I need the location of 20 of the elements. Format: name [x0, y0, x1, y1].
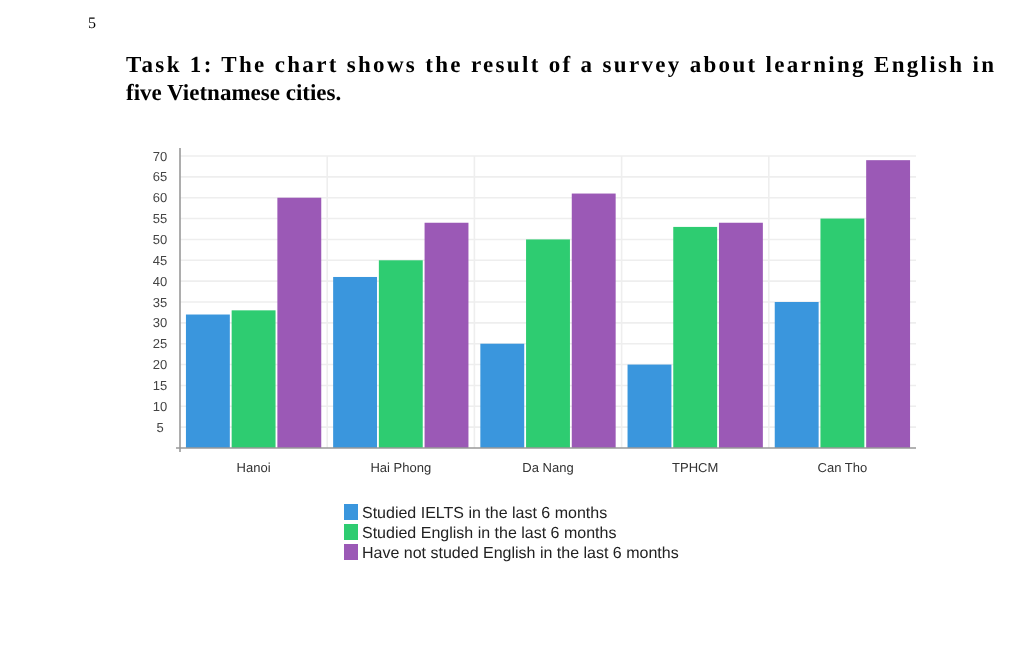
bar	[378, 260, 423, 448]
chart-title: Task 1: The chart shows the result of a survey about learning English in five Vietnamese cities.	[126, 54, 996, 106]
legend-label: Studied English in the last 6 months	[362, 524, 617, 542]
bar	[774, 302, 819, 448]
bar	[866, 160, 911, 448]
bar	[333, 276, 378, 448]
bar	[277, 197, 322, 448]
bar	[627, 364, 672, 448]
bar	[571, 193, 616, 448]
bar	[185, 314, 230, 448]
bar	[718, 222, 763, 448]
legend-label: Studied IELTS in the last 6 months	[362, 504, 608, 522]
bar	[424, 222, 469, 448]
bar	[673, 226, 718, 448]
text: 5	[88, 14, 96, 32]
legend-label: Have not studed English in the last 6 months	[362, 544, 679, 562]
bar	[480, 343, 525, 448]
bar	[526, 239, 570, 448]
bar	[820, 218, 865, 448]
bar	[231, 310, 276, 448]
